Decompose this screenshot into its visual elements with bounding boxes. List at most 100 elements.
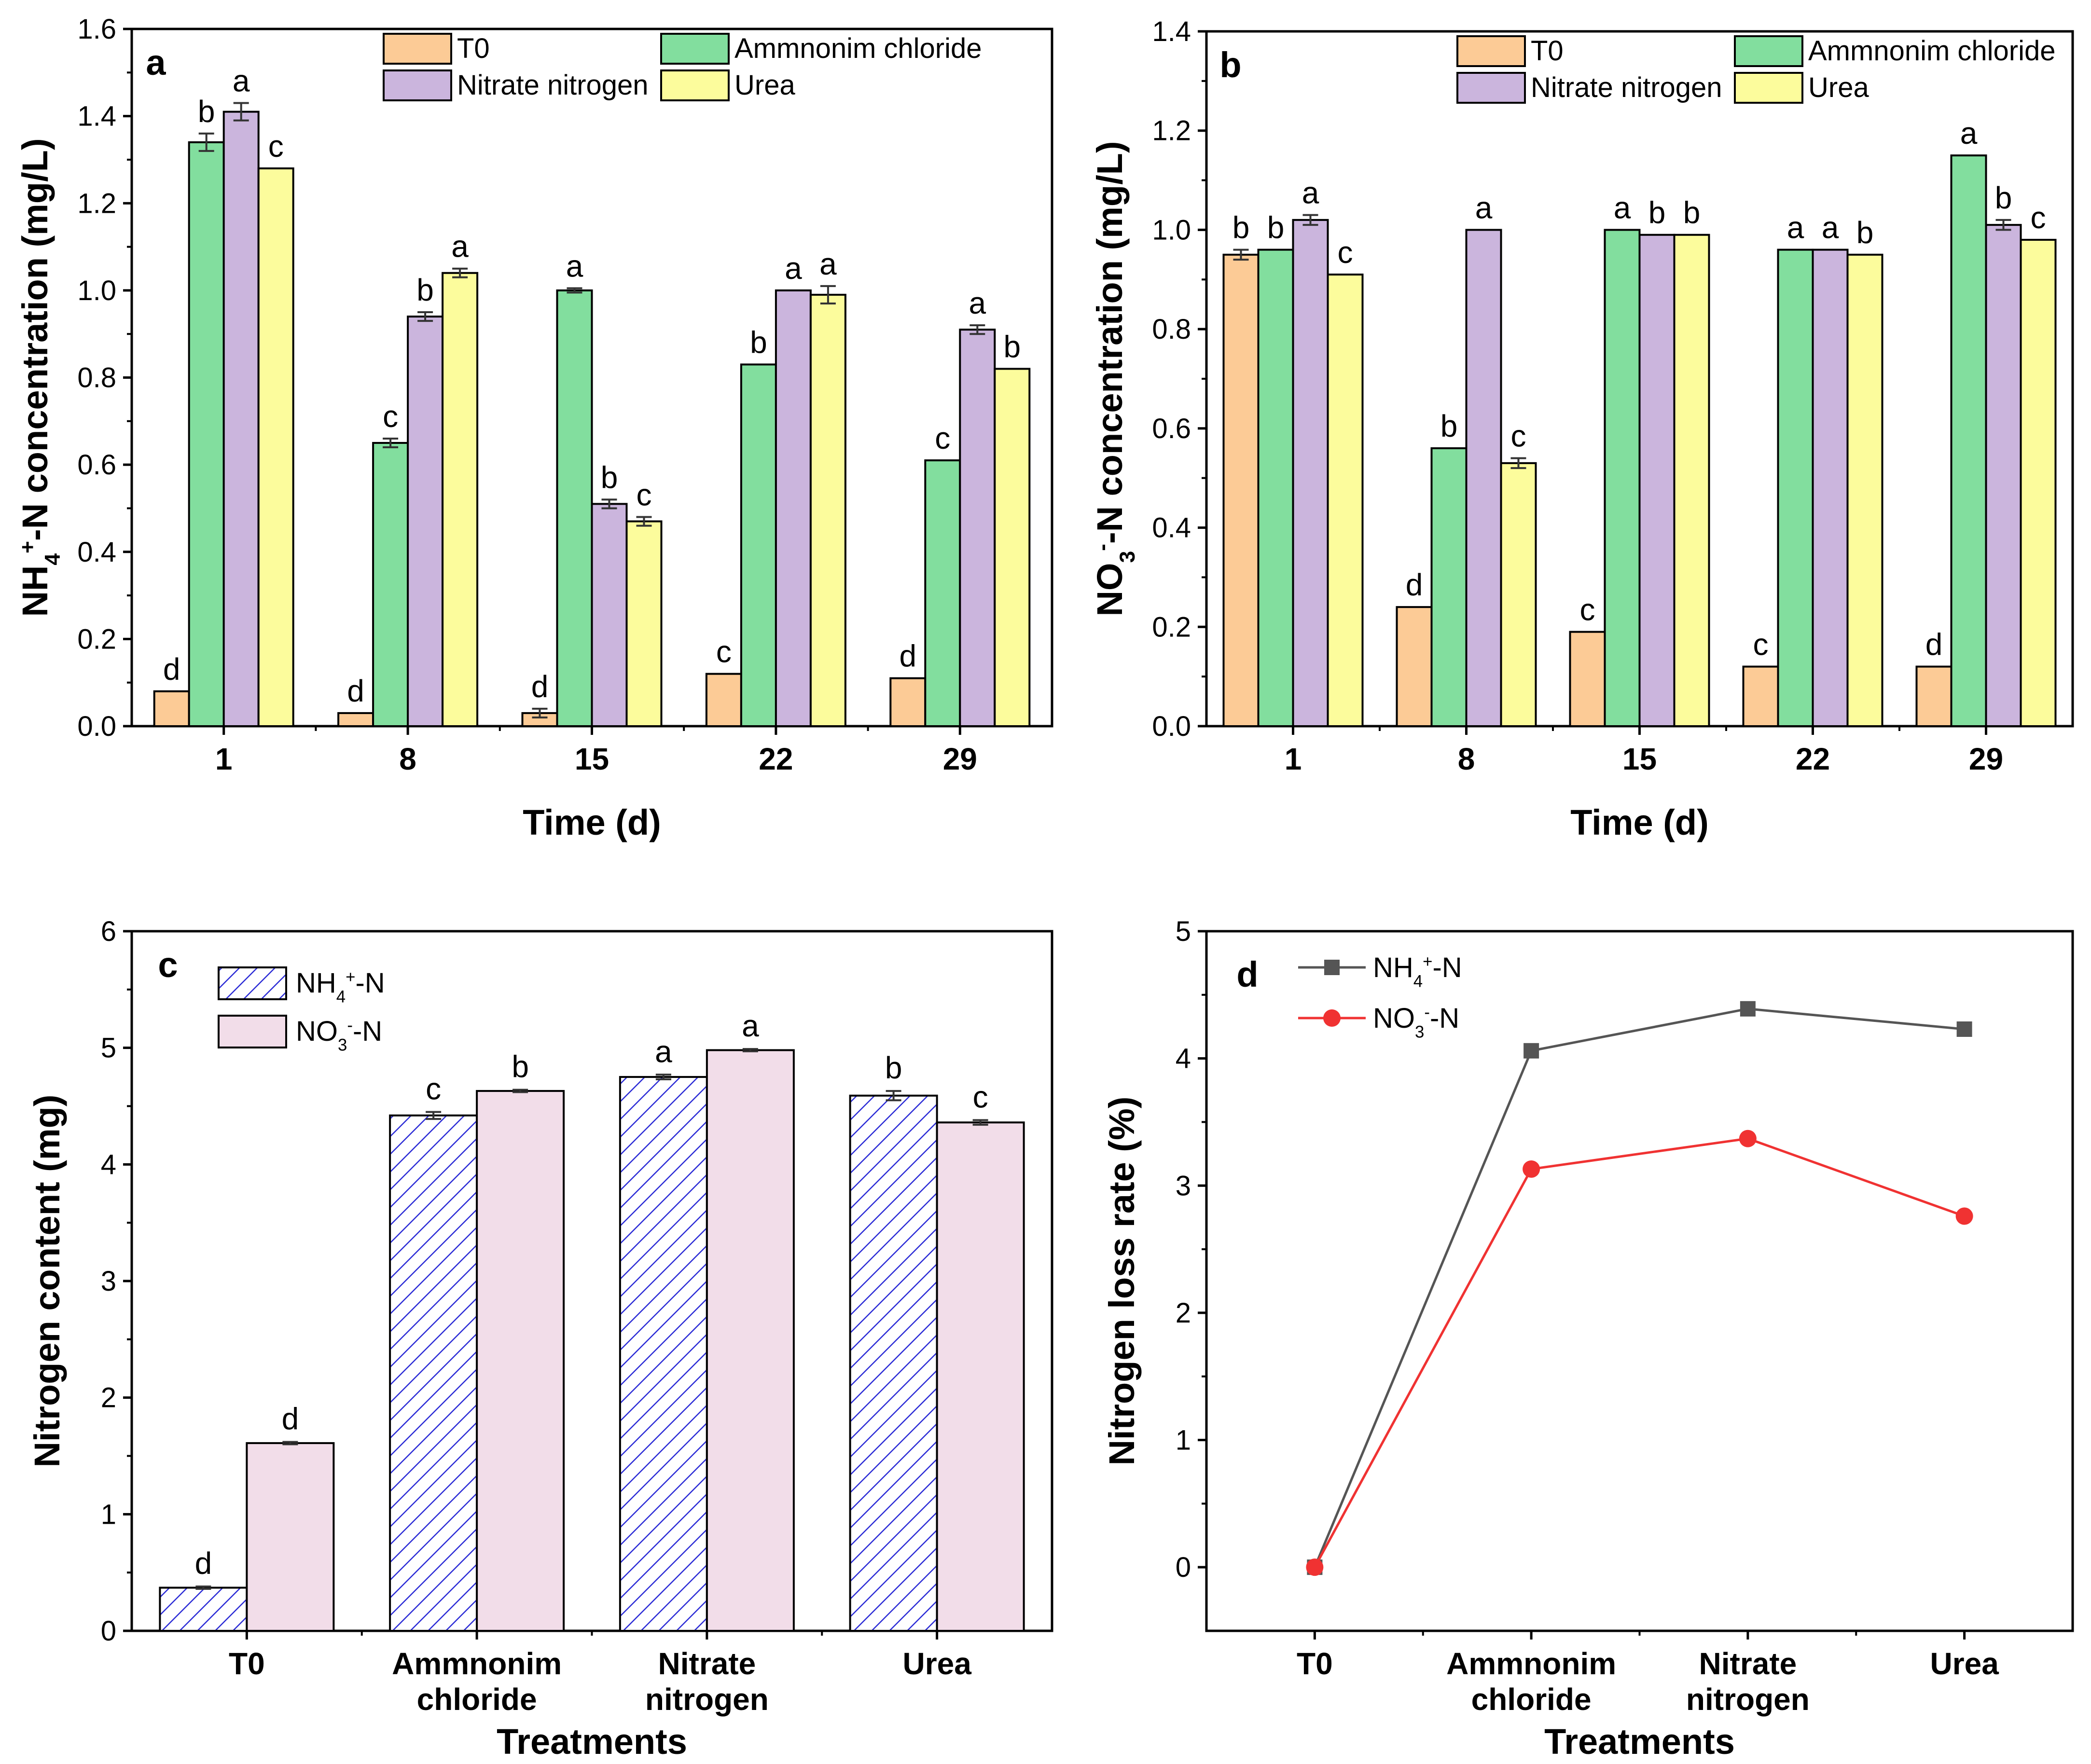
label-rest: -N [1430, 1003, 1459, 1034]
bar-nitrate-nitrogen [1465, 229, 1502, 727]
x-tick-label: 8 [399, 742, 416, 776]
y-tick-label: 1.6 [77, 14, 116, 45]
x-axis-title: Time (d) [523, 802, 661, 842]
x-tick-label: nitrogen [1686, 1682, 1810, 1717]
significance-letter: b [1267, 210, 1285, 245]
label-rest: -N [353, 1016, 382, 1047]
legend-swatch [1734, 35, 1803, 67]
series-line-nh4 [1314, 1007, 1965, 1568]
y-tick-label: 1.4 [1152, 16, 1191, 47]
x-axis-title: Treatments [1544, 1722, 1735, 1762]
x-tick-label: Nitrate [1699, 1646, 1797, 1681]
bar-ammnonim-chloride [372, 441, 409, 727]
bar-urea [2020, 239, 2057, 727]
x-tick-label: 8 [1458, 742, 1475, 776]
legend-swatch [218, 1015, 287, 1048]
x-tick-label: 1 [1285, 742, 1302, 776]
data-point-circle [1306, 1558, 1324, 1576]
bar-nitrate-nitrogen [775, 289, 812, 727]
label-subscript: 3 [1415, 1022, 1424, 1041]
y-tick-label: 3 [101, 1266, 116, 1297]
label-superscript: + [346, 968, 355, 987]
legend-swatch [1734, 72, 1803, 104]
y-tick-label: 0 [1176, 1552, 1191, 1583]
legend-label: NO3--N [296, 1016, 382, 1054]
bar-t0 [337, 712, 374, 727]
significance-letter: a [451, 229, 469, 264]
significance-letter: b [1004, 329, 1021, 364]
bar-urea [1327, 274, 1364, 727]
bar-urea [1500, 462, 1537, 727]
panel-label: c [158, 945, 178, 985]
y-tick-label: 0.6 [1152, 413, 1191, 444]
bar-nitrate-nitrogen [222, 110, 260, 727]
bar-nh4 [619, 1076, 708, 1632]
bar-t0 [1915, 665, 1953, 727]
significance-letter: a [969, 286, 986, 320]
bar-ammnonim-chloride [924, 459, 961, 727]
x-tick-label: Urea [902, 1646, 971, 1681]
data-point-square [1956, 1021, 1972, 1037]
x-tick-label: chloride [1471, 1682, 1592, 1717]
y-tick-label: 0.0 [77, 711, 116, 742]
legend-swatch [383, 69, 452, 101]
x-tick-label: Ammnonim [1446, 1646, 1616, 1681]
bar-urea [1846, 253, 1883, 727]
legend-label: Urea [1808, 72, 1869, 103]
y-tick-label: 3 [1176, 1170, 1191, 1201]
legend-swatch [660, 69, 730, 101]
y-tick-label: 2 [1176, 1297, 1191, 1329]
bar-t0 [889, 677, 927, 727]
significance-letter: c [935, 421, 950, 455]
legend-swatch [1456, 72, 1526, 104]
significance-letter: c [1580, 593, 1595, 627]
legend-label: Nitrate nitrogen [457, 69, 649, 101]
bar-no3 [706, 1049, 795, 1632]
legend-label: Ammnonim chloride [734, 33, 982, 64]
bar-nitrate-nitrogen [959, 329, 996, 727]
legend: T0 Ammnonim chloride Nitrate nitrogen Urea [1456, 35, 2056, 104]
chart-panel-a: 0.0 0.2 0.4 0.6 0.8 1.0 1.2 1.4 1.6 1 8 15 22 29 d d d c d… [15, 14, 1053, 842]
significance-letter: a [1475, 190, 1493, 225]
bar-nh4 [849, 1094, 938, 1632]
label-subscript: 3 [338, 1035, 347, 1054]
bar-urea [442, 272, 479, 727]
bar-ammnonim-chloride [188, 141, 225, 727]
legend-marker [1323, 1009, 1341, 1027]
label-base: NH [296, 967, 336, 999]
significance-letter: d [282, 1402, 299, 1436]
significance-letter: c [426, 1072, 441, 1106]
series-line-no3 [1314, 1137, 1965, 1568]
x-tick-label: Ammnonim [392, 1646, 562, 1681]
y-tick-label: 1 [101, 1499, 116, 1530]
y-tick-label: 0.8 [1152, 314, 1191, 345]
significance-letter: d [347, 674, 364, 708]
label-base: NO [296, 1016, 338, 1047]
significance-letter: c [1338, 235, 1353, 270]
label-superscript: + [1423, 952, 1432, 971]
label-rest: -N [355, 967, 385, 999]
label-base: NH [1373, 952, 1413, 983]
significance-letter: b [1648, 195, 1666, 230]
significance-letter: d [163, 652, 180, 687]
significance-letter: a [566, 248, 583, 283]
y-tick-label: 1.2 [1152, 115, 1191, 147]
legend: NH4+-N NO3--N [218, 966, 385, 1054]
significance-letter: c [1753, 627, 1769, 662]
legend-marker [1324, 960, 1340, 975]
label-rest: -N concentration (mg/L) [1090, 141, 1130, 544]
significance-letter: d [1406, 567, 1423, 602]
x-tick-label: 15 [575, 742, 609, 776]
legend-label: Ammnonim chloride [1808, 35, 2056, 67]
legend-label: T0 [457, 33, 490, 64]
bar-urea [1673, 234, 1710, 727]
bar-t0 [153, 690, 190, 727]
significance-letter: a [233, 64, 250, 98]
legend-label: NH4+-N [296, 967, 385, 1006]
y-tick-label: 1.2 [77, 188, 116, 219]
data-point-circle [1739, 1130, 1757, 1147]
significance-letter: a [1787, 210, 1804, 245]
x-tick-label: chloride [417, 1682, 537, 1717]
